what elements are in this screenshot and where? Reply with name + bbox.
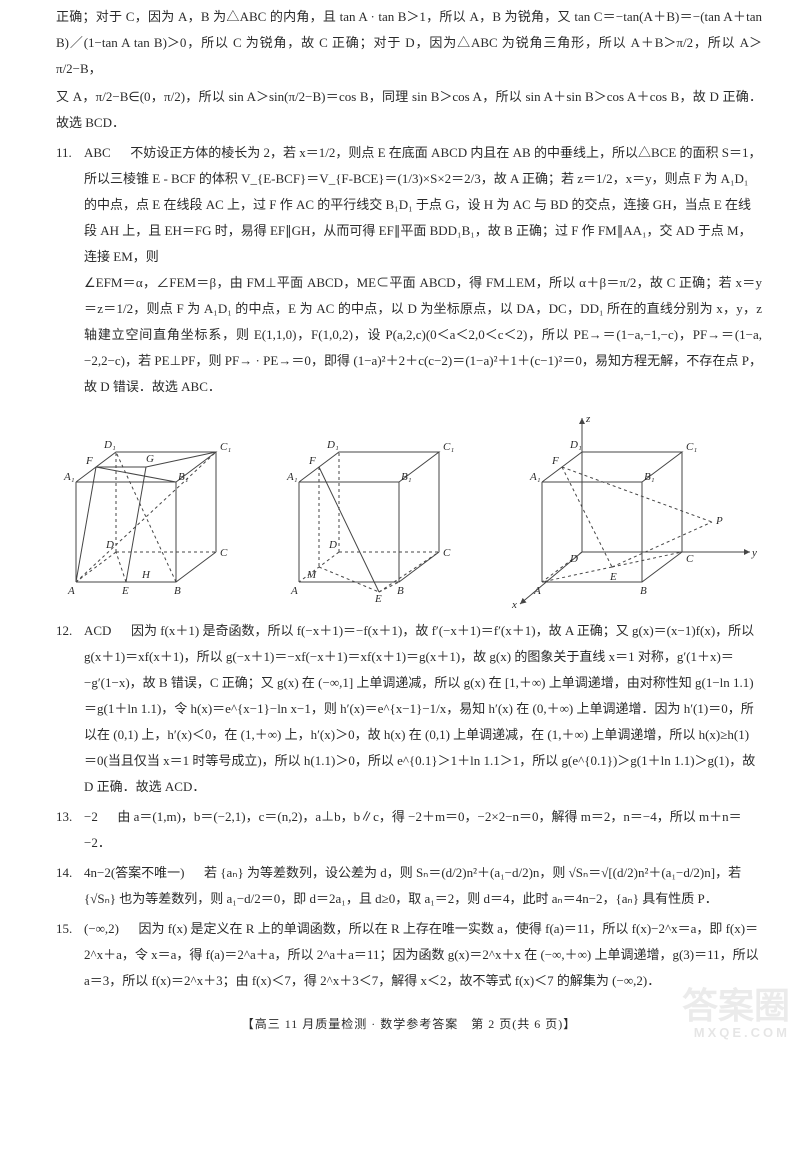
q15-number: 15. (56, 916, 84, 994)
svg-text:C: C (443, 547, 451, 559)
q15-answer: (−∞,2) (84, 921, 119, 936)
q11-body-1: 不妨设正方体的棱长为 2，若 x＝1/2，则点 E 在底面 ABCD 内且在 A… (84, 145, 762, 264)
figure-cube-3: A B C D A₁ B₁ C₁ D₁ F E P z y x (502, 412, 762, 612)
lbl-A: A (67, 585, 75, 597)
svg-text:F: F (551, 455, 559, 467)
svg-text:A: A (533, 585, 541, 597)
svg-text:B: B (397, 585, 404, 597)
q11-number: 11. (56, 140, 84, 402)
svg-text:D: D (328, 539, 337, 551)
lbl-H: H (141, 569, 151, 581)
figure-row: A B C D A₁ B₁ C₁ D₁ E F G H (56, 412, 762, 612)
q14-answer: 4n−2(答案不唯一) (84, 865, 185, 880)
svg-text:C₁: C₁ (686, 441, 697, 453)
question-14: 14. 4n−2(答案不唯一) 若 {aₙ} 为等差数列，设公差为 d，则 Sₙ… (56, 860, 762, 912)
svg-text:C₁: C₁ (443, 441, 454, 453)
q13-answer: −2 (84, 809, 98, 824)
svg-text:B₁: B₁ (644, 471, 655, 483)
svg-text:E: E (609, 571, 617, 583)
q13-body: 由 a＝(1,m)，b＝(−2,1)，c＝(n,2)，a⊥b，b∥c，得 −2＋… (84, 809, 742, 850)
question-12: 12. ACD 因为 f(x＋1) 是奇函数，所以 f(−x＋1)＝−f(x＋1… (56, 618, 762, 800)
figure-cube-1: A B C D A₁ B₁ C₁ D₁ E F G H (56, 412, 266, 602)
intro-text-2: 又 A，π/2−B∈(0，π/2)，所以 sin A＞sin(π/2−B)＝co… (56, 84, 762, 136)
svg-text:A₁: A₁ (529, 471, 541, 483)
svg-text:x: x (511, 599, 517, 611)
intro-text-1: 正确；对于 C，因为 A，B 为△ABC 的内角，且 tan A · tan B… (56, 4, 762, 82)
svg-text:M: M (306, 569, 317, 581)
q12-body: 因为 f(x＋1) 是奇函数，所以 f(−x＋1)＝−f(x＋1)，故 f′(−… (84, 623, 755, 794)
lbl-B: B (174, 585, 181, 597)
lbl-G: G (146, 453, 154, 465)
q11-answer: ABC (84, 145, 111, 160)
svg-text:D: D (569, 553, 578, 565)
lbl-D1: D₁ (103, 439, 116, 451)
lbl-E: E (121, 585, 129, 597)
svg-text:E: E (374, 593, 382, 602)
lbl-D: D (105, 539, 114, 551)
page-footer: 【高三 11 月质量检测 · 数学参考答案 第 2 页(共 6 页)】 (56, 1012, 762, 1036)
lbl-C: C (220, 547, 228, 559)
q12-answer: ACD (84, 623, 111, 638)
svg-text:y: y (751, 547, 757, 559)
lbl-A1: A₁ (63, 471, 75, 483)
lbl-F: F (85, 455, 93, 467)
q14-number: 14. (56, 860, 84, 912)
svg-text:F: F (308, 455, 316, 467)
question-11: 11. ABC 不妨设正方体的棱长为 2，若 x＝1/2，则点 E 在底面 AB… (56, 140, 762, 402)
question-15: 15. (−∞,2) 因为 f(x) 是定义在 R 上的单调函数，所以在 R 上… (56, 916, 762, 994)
q13-number: 13. (56, 804, 84, 856)
svg-text:z: z (585, 413, 591, 425)
lbl-C1: C₁ (220, 441, 231, 453)
q11-body-2: ∠EFM＝α，∠FEM＝β，由 FM⊥平面 ABCD，ME⊂平面 ABCD，得 … (84, 270, 762, 400)
question-13: 13. −2 由 a＝(1,m)，b＝(−2,1)，c＝(n,2)，a⊥b，b∥… (56, 804, 762, 856)
svg-text:B: B (640, 585, 647, 597)
q15-body: 因为 f(x) 是定义在 R 上的单调函数，所以在 R 上存在唯一实数 a，使得… (84, 921, 759, 988)
svg-text:C: C (686, 553, 694, 565)
svg-text:D₁: D₁ (569, 439, 582, 451)
svg-text:D₁: D₁ (326, 439, 339, 451)
svg-text:A: A (290, 585, 298, 597)
svg-text:P: P (715, 515, 723, 527)
svg-text:B₁: B₁ (401, 471, 412, 483)
svg-text:A₁: A₁ (286, 471, 298, 483)
lbl-B1: B₁ (178, 471, 189, 483)
q12-number: 12. (56, 618, 84, 800)
figure-cube-2: A B C D A₁ B₁ C₁ D₁ F M E (279, 412, 489, 602)
